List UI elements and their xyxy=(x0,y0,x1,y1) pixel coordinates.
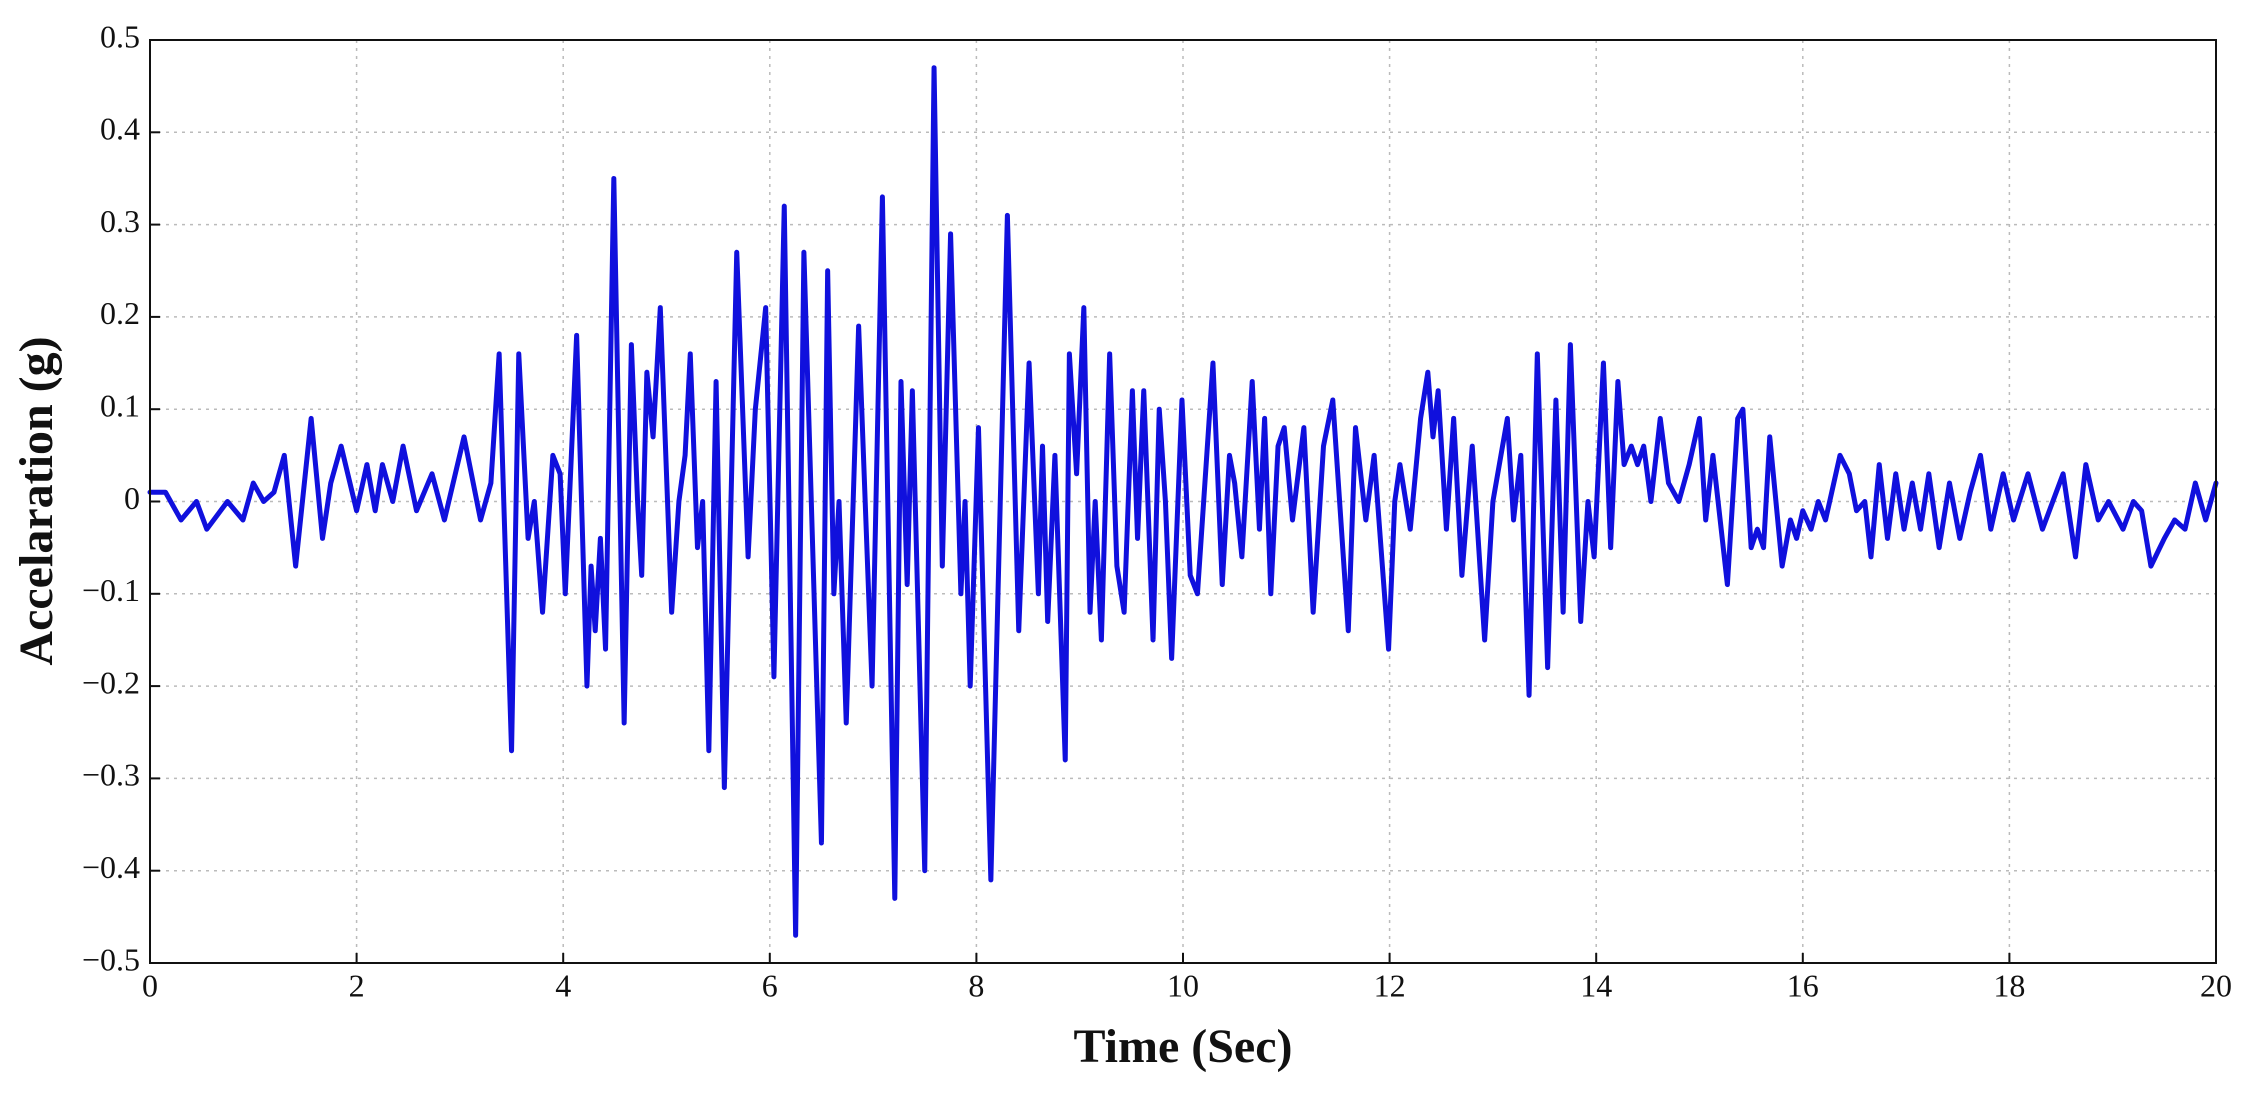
x-tick-label: 14 xyxy=(1580,967,1612,1003)
grid xyxy=(149,39,2217,964)
x-tick-label: 16 xyxy=(1787,967,1819,1003)
x-tick-label: 20 xyxy=(2200,967,2232,1003)
x-tick-label: 12 xyxy=(1374,967,1406,1003)
y-tick-label: −0.2 xyxy=(82,664,140,700)
data-line xyxy=(147,65,2219,938)
y-axis-label: Accelaration (g) xyxy=(10,336,63,665)
y-tick-label: −0.4 xyxy=(82,849,140,885)
x-tick-label: 2 xyxy=(349,967,365,1003)
ticks: −0.5 −0.4 −0.3 −0.2 −0.1 0 0.1 0.2 0.3 0.4 0.5 0 2 4 6… xyxy=(82,18,2232,1003)
y-tick-label: 0.1 xyxy=(100,388,140,424)
y-tick-label: 0.3 xyxy=(100,203,140,239)
y-tick-label: −0.1 xyxy=(82,572,140,608)
y-tick-label: −0.3 xyxy=(82,757,140,793)
y-tick-label: 0.2 xyxy=(100,295,140,331)
x-axis-label: Time (Sec) xyxy=(1073,1020,1292,1073)
x-tick-label: 0 xyxy=(142,967,158,1003)
y-tick-label: −0.5 xyxy=(82,941,140,977)
y-tick-label: 0.5 xyxy=(100,18,140,54)
plot-area xyxy=(147,65,2219,938)
x-tick-label: 4 xyxy=(555,967,571,1003)
y-tick-label: 0 xyxy=(124,480,140,516)
x-tick-label: 6 xyxy=(762,967,778,1003)
x-tick-label: 10 xyxy=(1167,967,1199,1003)
y-tick-label: 0.4 xyxy=(100,111,140,147)
x-tick-label: 18 xyxy=(1993,967,2025,1003)
x-tick-label: 8 xyxy=(968,967,984,1003)
